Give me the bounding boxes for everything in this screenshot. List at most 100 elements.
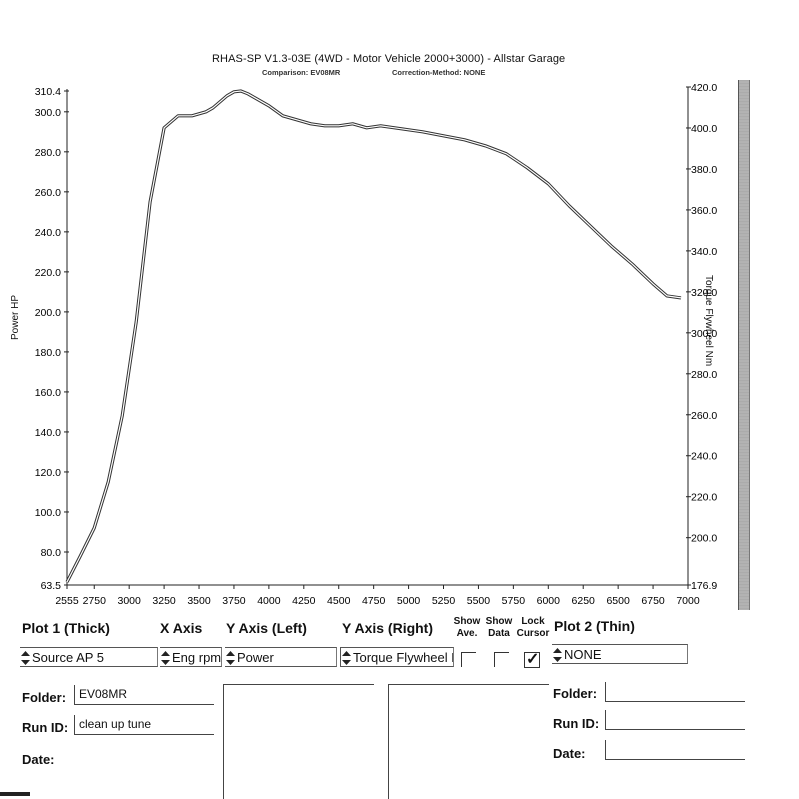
- spinner-icon[interactable]: [21, 651, 30, 665]
- lock-cursor-label: Lock Cursor: [516, 616, 550, 639]
- y-right-tick-label: 220.0: [691, 492, 717, 504]
- x-tick-label: 2750: [83, 595, 107, 607]
- control-panel: Plot 1 (Thick) X Axis Y Axis (Left) Y Ax…: [0, 610, 799, 799]
- plot2-value: NONE: [564, 647, 602, 662]
- y-right-tick-label: 280.0: [691, 369, 717, 381]
- plot2-select[interactable]: NONE: [552, 644, 688, 664]
- x-tick-label: 3250: [152, 595, 176, 607]
- x-tick-label: 4500: [327, 595, 351, 607]
- y-right-ticks: 420.0 400.0 380.0 360.0 340.0 320.0 300.0 280.0…: [686, 82, 717, 592]
- spinner-icon[interactable]: [553, 648, 562, 662]
- plot1-date-label: Date:: [22, 752, 55, 767]
- x-tick-label: 6000: [537, 595, 561, 607]
- plot1-folder-label: Folder:: [22, 690, 67, 705]
- x-tick-label: 5250: [432, 595, 456, 607]
- y-left-tick-label: 63.5: [41, 580, 62, 592]
- x-tick-label: 2555: [55, 595, 79, 607]
- y-left-tick-label: 240.0: [35, 227, 61, 239]
- dyno-chart: 310.4 300.0 280.0 260.0 240.0 220.0 200.0 180.0…: [35, 82, 718, 607]
- x-ticks: 2555 2750 3000 3250 3500 3750 4000 4250 4500 4750…: [55, 585, 700, 607]
- plot2-header: Plot 2 (Thin): [554, 618, 635, 634]
- y-right-tick-label: 400.0: [691, 123, 717, 135]
- spinner-icon[interactable]: [161, 651, 170, 665]
- y-right-value: Torque Flywheel Nm: [353, 650, 453, 665]
- plot1-source-value: Source AP 5: [32, 650, 105, 665]
- series-line-inner: [66, 90, 682, 583]
- y-right-header: Y Axis (Right): [342, 620, 434, 636]
- y-left-tick-label: 260.0: [35, 187, 61, 199]
- x-tick-label: 6500: [606, 595, 630, 607]
- x-tick-label: 3000: [117, 595, 141, 607]
- y-left-tick-label: 180.0: [35, 347, 61, 359]
- x-tick-label: 4000: [257, 595, 281, 607]
- plot2-date-label: Date:: [553, 746, 586, 761]
- x-axis-select[interactable]: Eng rpm: [160, 647, 222, 667]
- spinner-icon[interactable]: [342, 651, 351, 665]
- y-left-tick-label: 100.0: [35, 507, 61, 519]
- y-right-list-box[interactable]: [388, 684, 549, 799]
- y-left-select[interactable]: Power: [225, 647, 337, 667]
- y-left-tick-label: 280.0: [35, 147, 61, 159]
- x-tick-label: 4250: [292, 595, 316, 607]
- y-left-list-box[interactable]: [223, 684, 374, 799]
- x-tick-label: 5000: [397, 595, 421, 607]
- plot1-folder-field[interactable]: EV08MR: [74, 685, 214, 705]
- x-tick-label: 5500: [467, 595, 491, 607]
- y-left-tick-label: 120.0: [35, 467, 61, 479]
- x-tick-label: 3750: [222, 595, 246, 607]
- y-left-tick-label: 300.0: [35, 107, 61, 119]
- spinner-icon[interactable]: [226, 651, 235, 665]
- scan-edge-mark: [0, 792, 30, 796]
- plot2-folder-field[interactable]: [605, 682, 745, 702]
- show-data-checkbox[interactable]: [494, 652, 509, 667]
- x-tick-label: 4750: [362, 595, 386, 607]
- plot1-runid-field[interactable]: clean up tune: [74, 715, 214, 735]
- plot1-header: Plot 1 (Thick): [22, 620, 110, 636]
- y-left-value: Power: [237, 650, 274, 665]
- plot2-runid-label: Run ID:: [553, 716, 600, 731]
- y-right-tick-label: 300.0: [691, 328, 717, 340]
- plot2-folder-label: Folder:: [553, 686, 598, 701]
- x-tick-label: 5750: [502, 595, 526, 607]
- y-left-tick-label: 80.0: [41, 547, 62, 559]
- plot1-date-field[interactable]: [74, 748, 214, 768]
- x-tick-label: 3500: [187, 595, 211, 607]
- chart-title: RHAS-SP V1.3-03E (4WD - Motor Vehicle 20…: [212, 53, 566, 65]
- y-left-ticks: 310.4 300.0 280.0 260.0 240.0 220.0 200.0 180.0…: [35, 86, 69, 592]
- series-line-outer: [65, 89, 682, 583]
- x-tick-label: 7000: [676, 595, 700, 607]
- series-layer: [65, 89, 682, 583]
- y-right-tick-label: 240.0: [691, 451, 717, 463]
- x-axis-value: Eng rpm: [172, 650, 222, 665]
- x-axis-header: X Axis: [160, 620, 203, 636]
- plot2-runid-field[interactable]: [605, 710, 745, 730]
- checkmark-icon: ✓: [526, 651, 540, 668]
- y-left-tick-label: 140.0: [35, 427, 61, 439]
- y-right-tick-label: 420.0: [691, 82, 717, 94]
- y-right-tick-label: 260.0: [691, 410, 717, 422]
- y-left-header: Y Axis (Left): [226, 620, 307, 636]
- chart-correction-method: Correction-Method: NONE: [392, 68, 486, 77]
- y-left-tick-label: 220.0: [35, 267, 61, 279]
- show-ave-label: Show Ave.: [453, 616, 481, 639]
- lock-cursor-checkbox[interactable]: ✓: [524, 651, 540, 668]
- y-left-tick-label: 200.0: [35, 307, 61, 319]
- chart-axes: [66, 87, 689, 586]
- chart-comparison: Comparison: EV08MR: [262, 68, 341, 77]
- plot1-source-select[interactable]: Source AP 5: [20, 647, 158, 667]
- x-tick-label: 6250: [572, 595, 596, 607]
- plot1-runid-label: Run ID:: [22, 720, 69, 735]
- plot2-date-field[interactable]: [605, 740, 745, 760]
- y-right-tick-label: 320.0: [691, 287, 717, 299]
- show-ave-checkbox[interactable]: [461, 652, 476, 667]
- y-left-tick-label: 160.0: [35, 387, 61, 399]
- y-right-select[interactable]: Torque Flywheel Nm: [340, 647, 454, 667]
- y-left-tick-label: 310.4: [35, 86, 61, 98]
- y-right-tick-label: 340.0: [691, 246, 717, 258]
- show-data-label: Show Data: [485, 616, 513, 639]
- x-tick-label: 6750: [641, 595, 665, 607]
- y-right-tick-label: 200.0: [691, 533, 717, 545]
- scrollbar[interactable]: [738, 80, 750, 610]
- y-right-tick-label: 380.0: [691, 164, 717, 176]
- y-right-tick-label: 176.9: [691, 580, 717, 592]
